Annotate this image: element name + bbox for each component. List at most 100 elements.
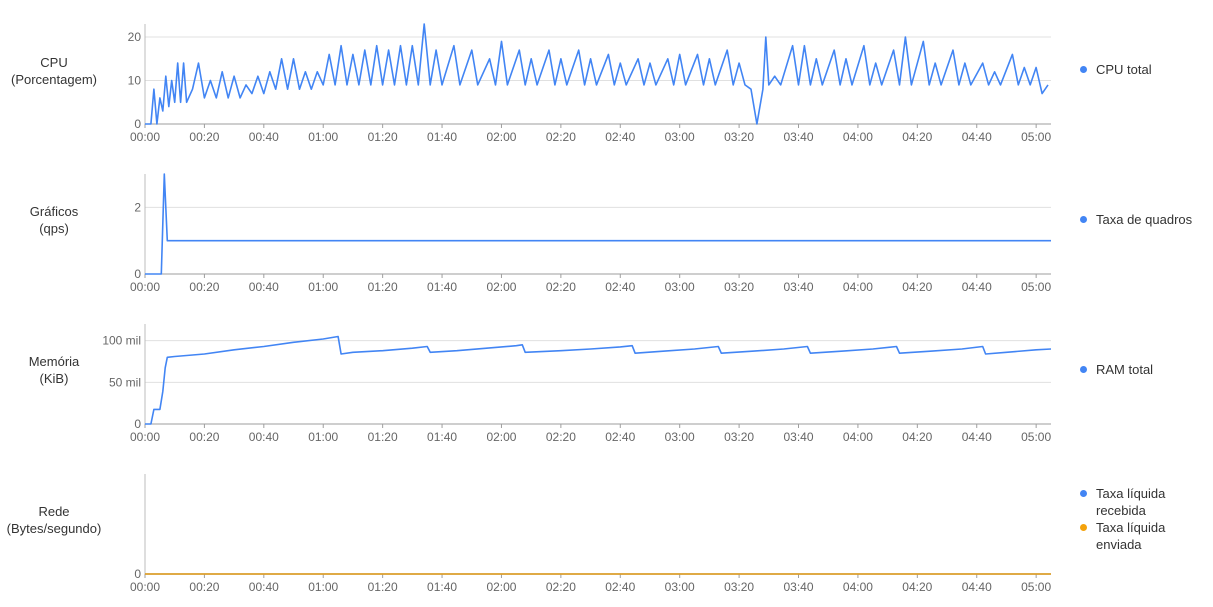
cpu-row-label: CPU (Porcentagem) xyxy=(0,54,108,88)
x-tick-label: 02:00 xyxy=(486,130,516,144)
legend-label: Taxa de quadros xyxy=(1096,212,1193,227)
x-tick-label: 00:40 xyxy=(249,430,279,444)
x-tick-label: 03:00 xyxy=(665,580,695,594)
network-label-line: (Bytes/segundo) xyxy=(6,521,102,536)
x-tick-label: 04:40 xyxy=(962,430,992,444)
x-tick-label: 01:00 xyxy=(308,280,338,294)
network-row-label: Rede (Bytes/segundo) xyxy=(0,503,108,537)
x-tick-label: 05:00 xyxy=(1021,280,1051,294)
x-tick-label: 04:00 xyxy=(843,430,873,444)
x-tick-label: 01:20 xyxy=(368,280,398,294)
memory-series-line-0 xyxy=(145,335,1052,425)
y-tick-label: 0 xyxy=(134,567,141,581)
x-tick-label: 02:20 xyxy=(546,130,576,144)
graphics-label-line: (qps) xyxy=(39,221,69,236)
x-tick-label: 01:00 xyxy=(308,130,338,144)
graphics-legend[interactable]: Taxa de quadros xyxy=(1080,211,1192,228)
x-tick-label: 00:00 xyxy=(130,130,160,144)
graphics-row-label: Gráficos (qps) xyxy=(0,203,108,237)
cpu-legend[interactable]: CPU total xyxy=(1080,61,1152,78)
x-tick-label: 04:00 xyxy=(843,130,873,144)
legend-dot-icon xyxy=(1080,490,1087,497)
y-tick-label: 50 mil xyxy=(109,375,141,389)
x-tick-label: 02:00 xyxy=(486,430,516,444)
memory-legend[interactable]: RAM total xyxy=(1080,361,1153,378)
legend-dot-icon xyxy=(1080,524,1087,531)
graphics-series-line-0 xyxy=(145,173,1051,275)
legend-item[interactable]: Taxa líquida recebida xyxy=(1080,485,1191,519)
y-tick-label: 0 xyxy=(134,117,141,131)
x-tick-label: 05:00 xyxy=(1021,130,1051,144)
x-tick-label: 01:40 xyxy=(427,280,457,294)
x-tick-label: 04:40 xyxy=(962,580,992,594)
x-tick-label: 04:20 xyxy=(902,430,932,444)
legend-label: Taxa líquida recebida xyxy=(1096,486,1166,518)
memory-label-line: (KiB) xyxy=(39,371,69,386)
x-tick-label: 04:20 xyxy=(902,580,932,594)
x-tick-label: 04:20 xyxy=(902,280,932,294)
x-tick-label: 02:20 xyxy=(546,580,576,594)
x-tick-label: 01:20 xyxy=(368,580,398,594)
x-tick-label: 01:40 xyxy=(427,580,457,594)
x-tick-label: 05:00 xyxy=(1021,430,1051,444)
x-tick-label: 03:20 xyxy=(724,280,754,294)
legend-item[interactable]: CPU total xyxy=(1080,61,1152,78)
y-tick-label: 0 xyxy=(134,267,141,281)
legend-dot-icon xyxy=(1080,366,1087,373)
y-tick-label: 0 xyxy=(134,417,141,431)
x-tick-label: 03:20 xyxy=(724,580,754,594)
x-tick-label: 04:40 xyxy=(962,130,992,144)
cpu-label-line: (Porcentagem) xyxy=(11,72,97,87)
x-tick-label: 01:00 xyxy=(308,430,338,444)
legend-label: Taxa líquida enviada xyxy=(1096,520,1166,552)
memory-label-line: Memória xyxy=(28,354,80,369)
x-tick-label: 00:20 xyxy=(189,430,219,444)
x-tick-label: 05:00 xyxy=(1021,580,1051,594)
x-tick-label: 03:20 xyxy=(724,130,754,144)
x-tick-label: 04:40 xyxy=(962,280,992,294)
cpu-series-line-0 xyxy=(145,23,1049,125)
x-tick-label: 02:40 xyxy=(605,580,635,594)
x-tick-label: 00:40 xyxy=(249,280,279,294)
legend-item[interactable]: RAM total xyxy=(1080,361,1153,378)
cpu-label-line: CPU xyxy=(40,55,68,70)
x-tick-label: 03:40 xyxy=(783,430,813,444)
x-tick-label: 04:00 xyxy=(843,280,873,294)
x-tick-label: 00:20 xyxy=(189,130,219,144)
x-tick-label: 00:00 xyxy=(130,580,160,594)
x-tick-label: 00:20 xyxy=(189,580,219,594)
x-tick-label: 03:40 xyxy=(783,130,813,144)
x-tick-label: 03:40 xyxy=(783,580,813,594)
memory-row-label: Memória (KiB) xyxy=(0,353,108,387)
x-tick-label: 02:40 xyxy=(605,280,635,294)
y-tick-label: 20 xyxy=(128,30,142,44)
x-tick-label: 03:00 xyxy=(665,130,695,144)
x-tick-label: 01:40 xyxy=(427,430,457,444)
x-tick-label: 01:00 xyxy=(308,580,338,594)
graphics-label-line: Gráficos xyxy=(29,204,79,219)
legend-dot-icon xyxy=(1080,66,1087,73)
legend-item[interactable]: Taxa de quadros xyxy=(1080,211,1192,228)
legend-label: RAM total xyxy=(1096,362,1154,377)
network-legend[interactable]: Taxa líquida recebida Taxa líquida enviad… xyxy=(1080,485,1191,553)
x-tick-label: 04:00 xyxy=(843,580,873,594)
y-tick-label: 100 mil xyxy=(102,334,141,348)
x-tick-label: 00:40 xyxy=(249,580,279,594)
x-tick-label: 01:40 xyxy=(427,130,457,144)
y-tick-label: 2 xyxy=(134,200,141,214)
x-tick-label: 00:20 xyxy=(189,280,219,294)
x-tick-label: 02:00 xyxy=(486,280,516,294)
legend-item[interactable]: Taxa líquida enviada xyxy=(1080,519,1191,553)
x-tick-label: 02:40 xyxy=(605,130,635,144)
x-tick-label: 00:00 xyxy=(130,430,160,444)
network-label-line: Rede xyxy=(38,504,70,519)
x-tick-label: 02:00 xyxy=(486,580,516,594)
x-tick-label: 01:20 xyxy=(368,430,398,444)
x-tick-label: 03:00 xyxy=(665,280,695,294)
x-tick-label: 03:40 xyxy=(783,280,813,294)
x-tick-label: 03:00 xyxy=(665,430,695,444)
x-tick-label: 00:40 xyxy=(249,130,279,144)
x-tick-label: 01:20 xyxy=(368,130,398,144)
y-tick-label: 10 xyxy=(128,74,142,88)
